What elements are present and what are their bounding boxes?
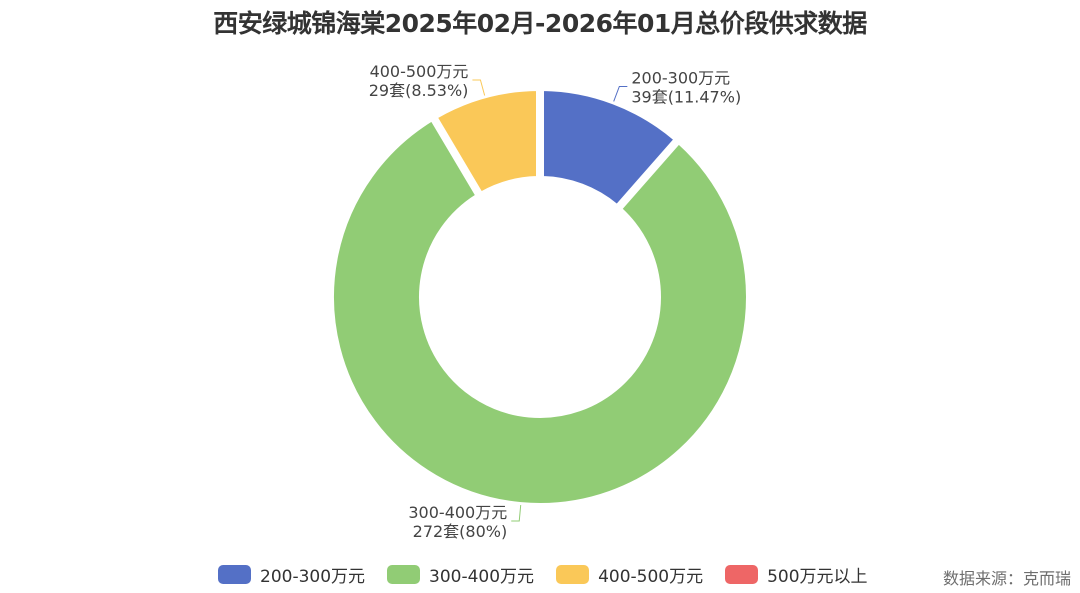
legend-item-300-400[interactable]: 300-400万元 (387, 562, 534, 587)
data-label-value: 29套(8.53%) (369, 81, 469, 100)
data-label-value: 272套(80%) (413, 522, 508, 541)
leader-line (472, 79, 486, 96)
data-label-category: 300-400万元 (408, 503, 507, 522)
leader-line (511, 505, 522, 522)
chart-title: 西安绿城锦海棠2025年02月-2026年01月总价段供求数据 (213, 9, 867, 38)
donut-slice-200-300万元[interactable] (542, 89, 676, 206)
data-source-note: 数据来源：克而瑞 (942, 569, 1071, 588)
legend-label: 200-300万元 (260, 567, 366, 587)
chart-legend: 200-300万元 300-400万元 400-500万元 500万元以上 (218, 562, 890, 587)
donut-slice-400-500万元[interactable] (435, 89, 538, 194)
data-label-value: 39套(11.47%) (631, 87, 741, 106)
legend-item-400-500[interactable]: 400-500万元 (556, 562, 703, 587)
donut-slices (332, 89, 748, 505)
legend-item-500-plus[interactable]: 500万元以上 (725, 562, 868, 587)
legend-item-200-300[interactable]: 200-300万元 (218, 562, 365, 587)
donut-slice-300-400万元[interactable] (332, 119, 748, 505)
leader-line (613, 85, 628, 102)
legend-label: 400-500万元 (598, 567, 704, 587)
legend-swatch (556, 565, 590, 584)
legend-label: 500万元以上 (767, 567, 868, 587)
data-label-category: 400-500万元 (370, 62, 469, 81)
legend-swatch (725, 565, 759, 584)
data-label-category: 200-300万元 (631, 68, 730, 87)
legend-swatch (218, 565, 251, 584)
legend-swatch (387, 565, 421, 584)
legend-label: 300-400万元 (429, 567, 535, 587)
